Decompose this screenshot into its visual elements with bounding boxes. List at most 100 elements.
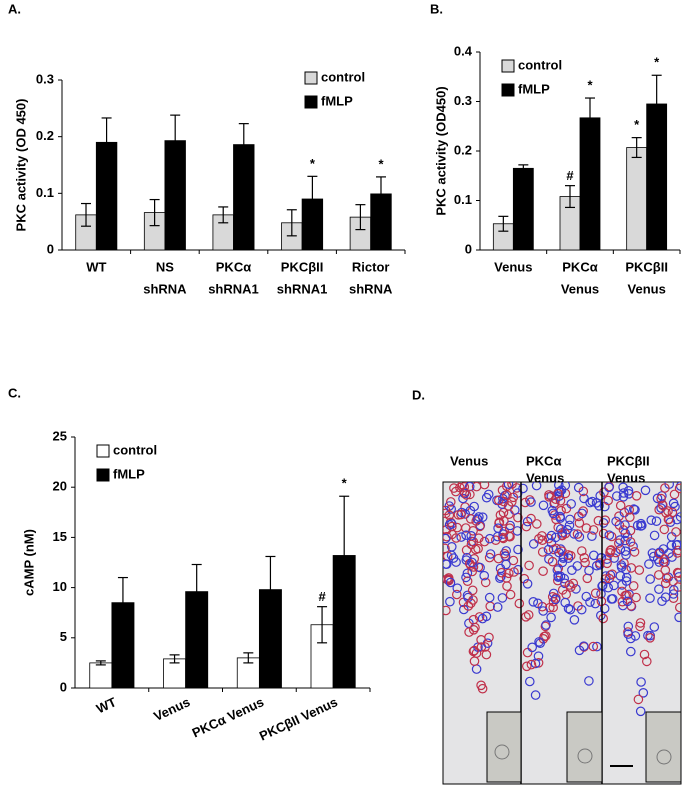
inset <box>486 711 522 783</box>
error-bar <box>218 206 229 224</box>
cell <box>502 581 512 591</box>
cell <box>503 482 514 489</box>
cell <box>526 497 536 507</box>
cell <box>615 544 626 555</box>
cell <box>591 497 602 508</box>
legend-swatch <box>96 444 110 458</box>
cell <box>580 557 590 568</box>
cell <box>535 638 545 648</box>
cell <box>668 498 679 509</box>
cell <box>554 547 564 558</box>
cell <box>452 583 463 593</box>
error-bar <box>95 660 106 666</box>
cell <box>630 631 641 641</box>
y-tick-label: 0 <box>465 241 472 256</box>
cell <box>528 539 539 549</box>
cell <box>609 580 619 591</box>
legend-label: fMLP <box>518 81 550 96</box>
cell <box>560 482 571 491</box>
cell <box>562 524 573 535</box>
cell <box>538 606 548 616</box>
x-tick-label: NS <box>156 259 174 274</box>
y-tick-label: 15 <box>53 529 67 544</box>
cell <box>504 531 514 541</box>
cell <box>493 553 504 564</box>
cell <box>547 556 558 567</box>
cell <box>624 512 635 522</box>
panel-label: C. <box>8 385 21 400</box>
cell <box>451 589 462 600</box>
cell <box>658 557 669 567</box>
cell <box>461 530 471 540</box>
y-tick-label: 0 <box>60 679 67 694</box>
cell <box>667 507 678 518</box>
cell <box>484 533 495 544</box>
cell <box>555 513 566 523</box>
cell <box>463 601 474 611</box>
x-tick-label: PKCβII Venus <box>257 694 340 743</box>
cell <box>530 690 541 700</box>
y-tick-label: 0.2 <box>454 142 472 157</box>
error-bar <box>170 114 181 167</box>
cell <box>602 558 612 569</box>
error-bar <box>631 137 642 159</box>
cell <box>631 490 642 501</box>
cell <box>621 590 632 600</box>
y-tick-label: 0.3 <box>454 93 472 108</box>
cell <box>468 614 479 625</box>
cell <box>622 596 633 607</box>
cell <box>584 565 594 576</box>
cell <box>527 642 537 653</box>
cell <box>444 575 454 586</box>
cell <box>443 573 454 583</box>
cell <box>557 557 568 568</box>
error-bar <box>355 204 366 231</box>
cell <box>446 550 457 561</box>
cell <box>467 557 477 568</box>
x-tick-label: Venus <box>561 281 599 296</box>
cell <box>477 613 488 624</box>
cell <box>498 529 508 539</box>
cell <box>503 568 514 579</box>
cell <box>495 573 505 583</box>
cell <box>587 531 597 541</box>
cell <box>555 524 566 534</box>
cell <box>645 632 655 643</box>
cell <box>599 487 609 497</box>
cell <box>476 680 486 691</box>
legend-swatch <box>96 468 110 482</box>
error-bar <box>117 576 128 629</box>
cell <box>567 565 577 575</box>
cell <box>566 499 576 509</box>
cell <box>604 482 614 493</box>
cell <box>493 523 503 533</box>
inset-cell <box>656 749 672 765</box>
cell <box>646 515 657 525</box>
cell <box>546 612 556 623</box>
cell <box>485 549 496 559</box>
cell <box>657 500 668 511</box>
cell <box>663 514 674 525</box>
cell <box>506 496 517 507</box>
cell <box>640 485 651 496</box>
cell <box>563 603 574 614</box>
cell <box>591 560 602 571</box>
x-tick-label: WT <box>86 259 106 274</box>
x-tick-label: shRNA1 <box>277 281 328 296</box>
inset-cell <box>577 748 593 764</box>
cell <box>626 563 637 573</box>
y-axis-title: PKC activity (OD 450) <box>13 99 28 232</box>
cell <box>473 514 483 525</box>
cell <box>468 595 478 605</box>
cell <box>658 544 669 554</box>
y-axis-title: cAMP (nM) <box>21 529 36 596</box>
cell <box>443 559 452 569</box>
x-tick-label: WT <box>94 694 119 716</box>
cell <box>445 497 456 507</box>
cell <box>523 610 534 620</box>
x-tick-label: PKCβII <box>625 259 668 274</box>
y-tick-label: 5 <box>60 629 67 644</box>
cell <box>564 580 575 590</box>
cell <box>461 545 472 555</box>
